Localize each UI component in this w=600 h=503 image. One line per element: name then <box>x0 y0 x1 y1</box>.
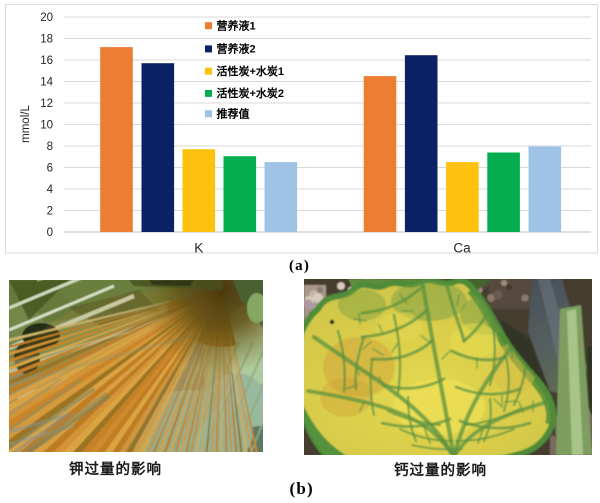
svg-text:Ca: Ca <box>453 241 471 256</box>
svg-text:K: K <box>194 241 203 256</box>
svg-text:营养液1: 营养液1 <box>217 19 256 33</box>
svg-text:6: 6 <box>47 163 53 175</box>
svg-text:2: 2 <box>47 206 53 218</box>
svg-text:8: 8 <box>47 141 53 153</box>
svg-text:14: 14 <box>40 77 53 89</box>
svg-text:12: 12 <box>40 98 53 110</box>
svg-text:10: 10 <box>40 120 53 132</box>
svg-text:(a): (a) <box>289 258 310 274</box>
svg-text:0: 0 <box>47 227 53 239</box>
svg-text:推荐值: 推荐值 <box>217 107 250 121</box>
svg-text:18: 18 <box>40 34 53 46</box>
svg-text:活性炭+水炭1: 活性炭+水炭1 <box>217 64 285 78</box>
svg-text:活性炭+水炭2: 活性炭+水炭2 <box>217 86 285 100</box>
svg-text:mmol/L: mmol/L <box>20 105 32 143</box>
svg-text:4: 4 <box>47 184 54 196</box>
svg-text:20: 20 <box>40 12 53 24</box>
svg-text:营养液2: 营养液2 <box>217 42 256 56</box>
svg-text:16: 16 <box>40 55 53 67</box>
